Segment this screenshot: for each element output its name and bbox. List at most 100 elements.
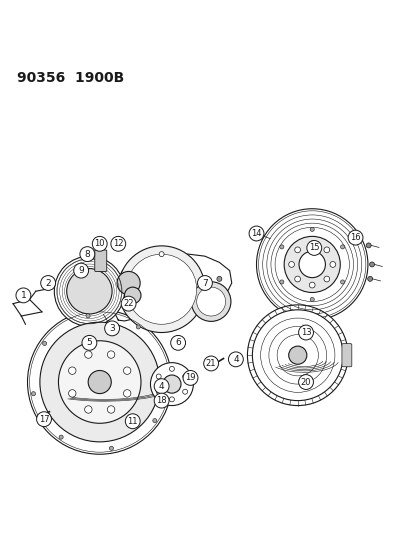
Circle shape	[74, 263, 88, 278]
Circle shape	[279, 245, 283, 249]
Circle shape	[104, 321, 119, 336]
Text: 5: 5	[86, 338, 92, 348]
Circle shape	[294, 276, 300, 282]
Circle shape	[169, 397, 174, 402]
Circle shape	[309, 282, 314, 288]
Text: 17: 17	[38, 415, 49, 424]
Circle shape	[107, 406, 114, 413]
Text: 3: 3	[109, 324, 115, 333]
Circle shape	[125, 414, 140, 429]
Circle shape	[136, 325, 140, 329]
Circle shape	[191, 282, 230, 321]
Circle shape	[182, 389, 187, 394]
Circle shape	[288, 262, 294, 268]
Circle shape	[298, 375, 313, 390]
Circle shape	[156, 374, 161, 379]
Circle shape	[203, 356, 218, 371]
Circle shape	[54, 256, 124, 326]
Circle shape	[209, 364, 214, 368]
Circle shape	[16, 288, 31, 303]
Circle shape	[27, 310, 171, 454]
Text: 15: 15	[308, 244, 319, 253]
Circle shape	[43, 342, 47, 345]
Circle shape	[88, 370, 111, 393]
Text: 1: 1	[21, 291, 26, 300]
Circle shape	[84, 351, 92, 358]
Text: 14: 14	[251, 229, 261, 238]
Circle shape	[86, 314, 90, 318]
Text: 6: 6	[175, 338, 180, 348]
Circle shape	[306, 240, 321, 255]
Circle shape	[323, 247, 329, 253]
Circle shape	[82, 335, 97, 350]
FancyBboxPatch shape	[341, 344, 351, 367]
FancyBboxPatch shape	[95, 250, 107, 271]
Circle shape	[323, 276, 329, 282]
Circle shape	[156, 389, 161, 394]
Circle shape	[40, 276, 55, 290]
Circle shape	[31, 392, 36, 396]
Text: 20: 20	[300, 377, 311, 386]
Circle shape	[182, 374, 187, 379]
Text: 21: 21	[205, 359, 216, 368]
Circle shape	[369, 262, 374, 267]
Circle shape	[197, 276, 212, 290]
Text: 9: 9	[78, 266, 84, 275]
Circle shape	[249, 226, 263, 241]
Circle shape	[40, 322, 159, 442]
Text: 90356  1900B: 90356 1900B	[17, 70, 124, 85]
Text: 13: 13	[300, 328, 311, 337]
Circle shape	[124, 287, 141, 304]
Circle shape	[309, 297, 313, 302]
Text: 8: 8	[84, 249, 90, 259]
Circle shape	[109, 446, 113, 450]
Circle shape	[247, 305, 347, 406]
Circle shape	[59, 435, 63, 439]
Circle shape	[309, 241, 314, 247]
Text: 12: 12	[113, 239, 123, 248]
Circle shape	[152, 418, 157, 423]
Circle shape	[340, 245, 344, 249]
Circle shape	[283, 236, 339, 293]
Circle shape	[298, 251, 325, 278]
Circle shape	[228, 352, 243, 367]
Circle shape	[294, 247, 300, 253]
Circle shape	[367, 277, 372, 281]
Circle shape	[58, 341, 141, 423]
Circle shape	[162, 375, 180, 393]
Text: 18: 18	[156, 396, 166, 405]
Circle shape	[196, 287, 225, 316]
Text: 7: 7	[202, 279, 207, 287]
Circle shape	[329, 262, 335, 268]
Circle shape	[66, 269, 112, 314]
Circle shape	[252, 310, 342, 401]
Circle shape	[340, 280, 344, 284]
Circle shape	[164, 368, 168, 373]
Circle shape	[366, 243, 370, 248]
Circle shape	[256, 209, 367, 320]
Circle shape	[69, 390, 76, 397]
Circle shape	[279, 280, 283, 284]
Circle shape	[288, 346, 306, 364]
Circle shape	[183, 370, 197, 385]
Text: 22: 22	[123, 299, 133, 308]
Circle shape	[347, 230, 362, 245]
Circle shape	[107, 351, 114, 358]
Circle shape	[150, 362, 193, 406]
Circle shape	[123, 367, 131, 374]
Text: 11: 11	[127, 417, 138, 426]
Text: 4: 4	[159, 382, 164, 391]
Text: 16: 16	[349, 233, 360, 242]
Circle shape	[126, 254, 196, 324]
Circle shape	[170, 335, 185, 350]
Circle shape	[69, 367, 76, 374]
Circle shape	[154, 379, 169, 393]
Text: 2: 2	[45, 279, 51, 287]
Circle shape	[216, 277, 221, 281]
Circle shape	[298, 325, 313, 340]
Text: 19: 19	[185, 374, 195, 382]
Circle shape	[121, 296, 136, 311]
Circle shape	[111, 236, 126, 251]
Circle shape	[123, 390, 131, 397]
Circle shape	[118, 246, 204, 333]
